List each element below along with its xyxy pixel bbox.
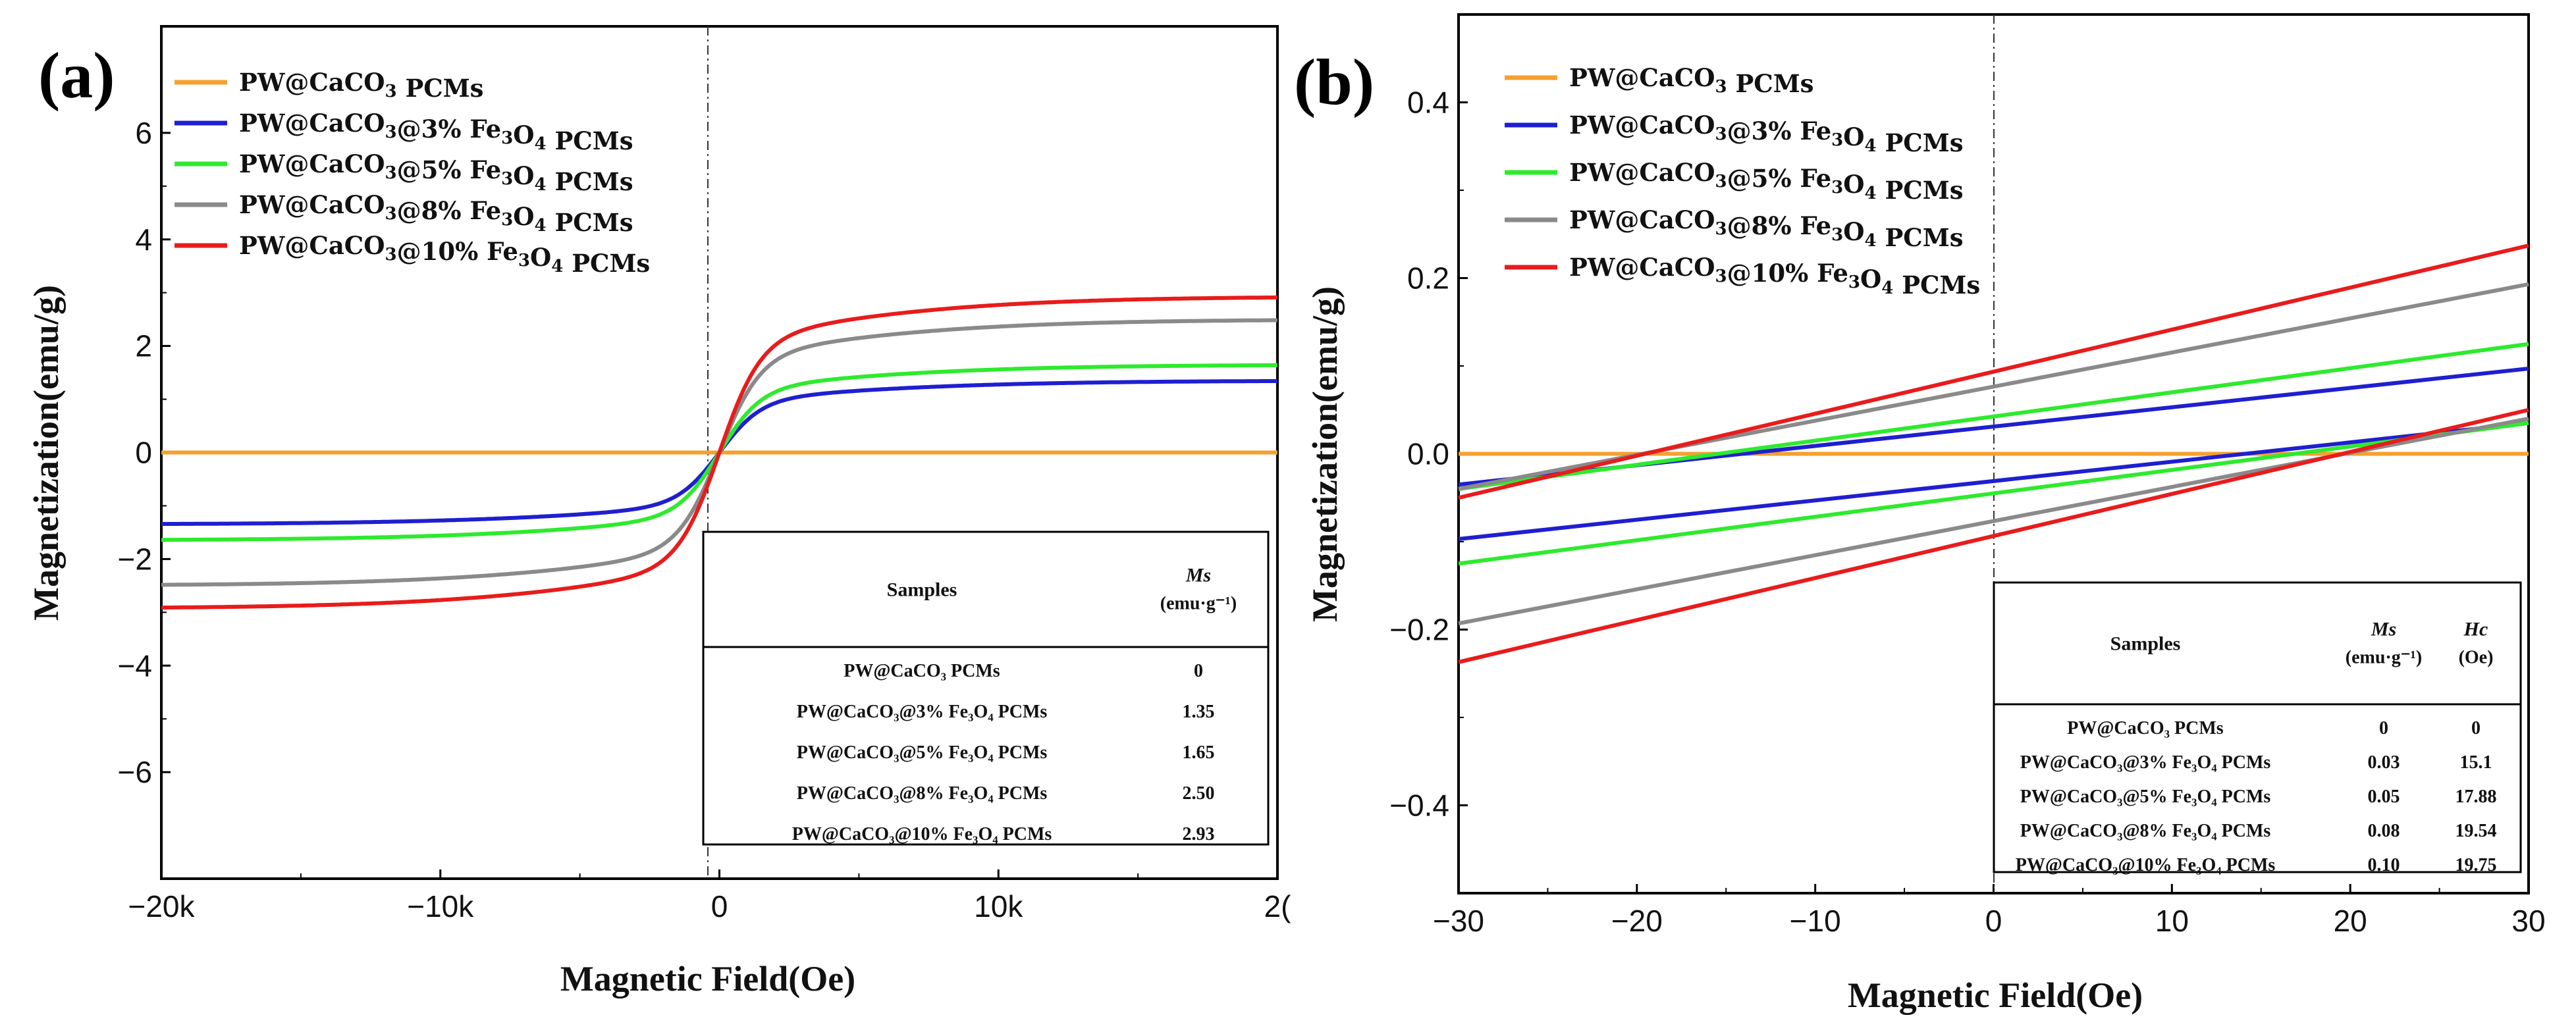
panel-a-x-ticks: −20k −10k 0 10k 2( [128,869,1291,923]
legend-label: PW@CaCO3@3% Fe3O4 PCMs [239,109,633,155]
x-tick-label: 30 [2511,904,2545,938]
x-tick-label: 10 [2155,904,2189,938]
table-cell: 17.88 [2455,787,2497,807]
series-branch [1458,244,2529,500]
table-cell: 0 [2379,718,2388,738]
table-header: (emu·g⁻¹) [1160,594,1237,614]
y-tick-label: 0.2 [1407,261,1449,296]
legend-label: PW@CaCO3@8% Fe3O4 PCMs [1569,205,1964,252]
x-tick-label: 2( [1264,889,1292,923]
legend-label: PW@CaCO3 PCMs [239,68,484,103]
series-branch [1458,342,2529,491]
y-tick-label: −0.2 [1389,613,1449,647]
table-cell: 0.03 [2368,752,2400,773]
table-cell: 1.65 [1183,742,1215,763]
x-tick-label: −10k [407,889,474,923]
table-cell: PW@CaCO₃@8% Fe₃O₄ PCMs [797,783,1048,804]
x-tick-label: 0 [711,889,728,923]
panel-b-curves [1458,244,2529,664]
table-cell: PW@CaCO₃@5% Fe₃O₄ PCMs [797,742,1048,763]
legend-label: PW@CaCO3@10% Fe3O4 PCMs [239,231,650,278]
table-cell: 0.10 [2368,855,2400,875]
y-tick-label: 0.4 [1407,86,1449,120]
panel-a-label: (a) [38,39,115,112]
y-tick-label: −2 [118,542,152,576]
x-tick-label: 10k [974,889,1023,923]
y-tick-label: 6 [135,116,152,150]
panel-a-ylabel: Magnetization(emu/g) [26,285,66,621]
y-tick-label: −4 [118,648,152,683]
table-cell: 15.1 [2460,752,2492,773]
table-cell: PW@CaCO₃ PCMs [2067,718,2224,738]
table-cell: 0 [1194,661,1203,681]
series-branch [1458,407,2529,664]
panel-a: (a) Magnetization(emu/g) Magnetic Field(… [26,25,1291,998]
series-branch [1458,421,2529,566]
panel-b-x-ticks: −30 −20 −10 0 10 20 30 [1433,884,2546,938]
series-branch [1458,421,2529,541]
table-cell: 2.93 [1183,824,1215,844]
legend-label: PW@CaCO3@3% Fe3O4 PCMs [1569,111,1964,157]
table-cell: PW@CaCO₃@8% Fe₃O₄ PCMs [2020,821,2271,841]
panel-a-xlabel: Magnetic Field(Oe) [560,959,855,998]
panel-b: (b) Magnetization(emu/g) Magnetic Field(… [1294,13,2546,1015]
x-tick-label: −20 [1611,904,1663,938]
table-header: (Oe) [2459,648,2494,668]
table-frame [702,531,1270,846]
y-tick-label: −0.4 [1389,789,1449,823]
panel-b-table: Samples Ms (emu·g⁻¹) Hc (Oe) PW@CaCO₃ PCMs 0 0 P… [1993,581,2522,875]
x-tick-label: 20 [2334,904,2367,938]
panel-a-y-ticks: 6 4 2 0 −2 −4 −6 [118,116,171,789]
y-tick-label: 2 [135,329,152,363]
y-tick-label: 4 [135,222,152,257]
legend-label: PW@CaCO3@8% Fe3O4 PCMs [239,190,633,237]
panel-b-xlabel: Magnetic Field(Oe) [1848,975,2143,1015]
y-tick-label: 0.0 [1407,437,1449,471]
table-cell: PW@CaCO₃@3% Fe₃O₄ PCMs [797,702,1048,722]
legend-label: PW@CaCO3@10% Fe3O4 PCMs [1569,253,1980,299]
panel-b-y-ticks: 0.4 0.2 0.0 −0.2 −0.4 [1389,86,1468,823]
y-tick-label: −6 [118,755,152,789]
table-cell: 0.08 [2368,821,2400,841]
table-header: (emu·g⁻¹) [2346,648,2422,668]
legend-label: PW@CaCO3 PCMs [1569,63,1814,98]
table-cell: 0.05 [2368,787,2400,807]
legend-label: PW@CaCO3@5% Fe3O4 PCMs [239,149,633,196]
table-header: Samples [887,579,957,601]
table-frame [1993,581,2522,873]
legend-label: PW@CaCO3@5% Fe3O4 PCMs [1569,158,1964,205]
panel-b-label: (b) [1294,45,1374,118]
table-header: Ms [2371,619,2396,640]
x-tick-label: −30 [1433,904,1484,938]
table-cell: PW@CaCO₃ PCMs [844,661,1000,681]
y-tick-label: 0 [135,436,152,470]
table-header: Hc [2463,619,2488,640]
table-cell: 1.35 [1183,702,1215,722]
panel-a-table: Samples Ms (emu·g⁻¹) PW@CaCO₃ PCMs 0 PW@CaCO₃… [702,531,1270,846]
table-cell: 2.50 [1183,783,1215,804]
table-cell: PW@CaCO₃@5% Fe₃O₄ PCMs [2020,787,2271,807]
panel-b-ylabel: Magnetization(emu/g) [1305,286,1345,622]
panel-a-curves [161,295,1278,610]
table-header: Ms [1185,565,1211,586]
table-cell: PW@CaCO₃@3% Fe₃O₄ PCMs [2020,752,2271,773]
table-header: Samples [2110,633,2181,655]
x-tick-label: −10 [1790,904,1841,938]
table-cell: PW@CaCO₃@10% Fe₃O₄ PCMs [2016,855,2276,875]
x-tick-label: −20k [128,889,195,923]
series-line [161,295,1277,610]
table-cell: 19.54 [2455,821,2497,841]
x-tick-label: 0 [1985,904,2002,938]
table-cell: PW@CaCO₃@10% Fe₃O₄ PCMs [792,824,1052,844]
table-cell: 19.75 [2455,855,2497,875]
table-cell: 0 [2471,718,2481,738]
